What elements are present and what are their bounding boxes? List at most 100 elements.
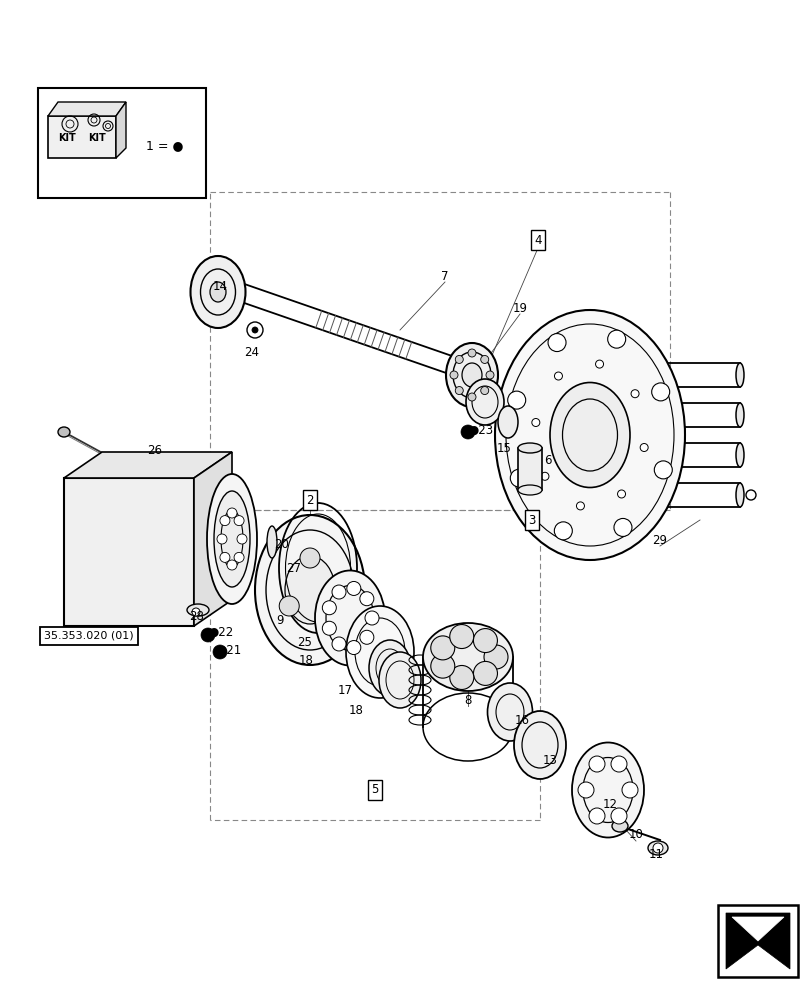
Circle shape	[486, 371, 493, 379]
Text: 20: 20	[274, 538, 289, 552]
Ellipse shape	[461, 363, 482, 387]
Circle shape	[480, 355, 488, 363]
Circle shape	[467, 393, 475, 401]
Circle shape	[220, 552, 230, 562]
Circle shape	[234, 516, 244, 526]
Circle shape	[359, 592, 373, 606]
Text: 9: 9	[276, 613, 283, 626]
Polygon shape	[731, 917, 783, 941]
Circle shape	[365, 611, 379, 625]
Circle shape	[359, 630, 373, 644]
Circle shape	[332, 637, 345, 651]
Ellipse shape	[495, 310, 684, 560]
Circle shape	[322, 601, 336, 615]
Circle shape	[191, 608, 200, 616]
Circle shape	[455, 355, 463, 363]
Circle shape	[607, 330, 625, 348]
Circle shape	[237, 534, 247, 544]
Ellipse shape	[497, 406, 517, 438]
Text: 29: 29	[652, 534, 667, 546]
Circle shape	[431, 636, 454, 660]
Circle shape	[227, 508, 237, 518]
Circle shape	[576, 502, 584, 510]
Circle shape	[610, 808, 626, 824]
Text: 18: 18	[298, 654, 313, 666]
Circle shape	[630, 390, 638, 398]
Circle shape	[227, 560, 237, 570]
Ellipse shape	[267, 526, 277, 558]
Ellipse shape	[487, 683, 532, 741]
Circle shape	[220, 516, 230, 526]
Ellipse shape	[735, 363, 743, 387]
Circle shape	[449, 625, 473, 649]
Text: 27: 27	[286, 562, 301, 574]
Circle shape	[461, 425, 474, 439]
Text: 10: 10	[628, 828, 642, 841]
Text: 26: 26	[148, 444, 162, 456]
Text: 24: 24	[244, 346, 260, 359]
Circle shape	[201, 628, 215, 642]
Circle shape	[540, 472, 548, 480]
Text: KIT: KIT	[88, 133, 105, 143]
Circle shape	[613, 518, 631, 536]
Circle shape	[554, 522, 572, 540]
Bar	[717, 905, 797, 977]
Circle shape	[594, 360, 603, 368]
Circle shape	[621, 782, 637, 798]
Ellipse shape	[58, 427, 70, 437]
Polygon shape	[725, 913, 789, 969]
Text: ●21: ●21	[216, 644, 241, 656]
Circle shape	[455, 387, 463, 395]
Ellipse shape	[255, 515, 365, 665]
Circle shape	[588, 756, 604, 772]
Text: 15: 15	[496, 442, 511, 454]
Bar	[517, 448, 541, 490]
Circle shape	[449, 665, 473, 689]
Circle shape	[332, 585, 345, 599]
Circle shape	[322, 621, 336, 635]
Text: 13: 13	[542, 754, 556, 766]
Circle shape	[617, 490, 624, 498]
Circle shape	[507, 391, 525, 409]
Ellipse shape	[517, 443, 541, 453]
Ellipse shape	[445, 343, 497, 407]
Ellipse shape	[513, 711, 565, 779]
Circle shape	[320, 596, 341, 616]
Ellipse shape	[735, 483, 743, 507]
Circle shape	[654, 461, 672, 479]
Polygon shape	[116, 102, 126, 158]
Ellipse shape	[187, 604, 208, 616]
Text: 11: 11	[648, 848, 663, 861]
Text: 7: 7	[440, 269, 448, 282]
Ellipse shape	[379, 652, 420, 708]
Circle shape	[346, 581, 360, 595]
Circle shape	[431, 654, 454, 678]
Bar	[48, 116, 116, 158]
Text: 2: 2	[306, 493, 313, 506]
Circle shape	[217, 534, 227, 544]
Text: ●23: ●23	[467, 424, 492, 436]
Ellipse shape	[466, 379, 504, 425]
Circle shape	[449, 371, 457, 379]
Polygon shape	[48, 102, 126, 116]
Ellipse shape	[611, 820, 627, 832]
Circle shape	[554, 372, 562, 380]
Circle shape	[577, 782, 594, 798]
Ellipse shape	[735, 443, 743, 467]
Text: KIT: KIT	[58, 133, 75, 143]
Ellipse shape	[207, 474, 257, 604]
Circle shape	[652, 843, 663, 853]
Ellipse shape	[549, 382, 629, 488]
Ellipse shape	[345, 606, 414, 698]
Text: 12: 12	[602, 798, 616, 811]
Circle shape	[588, 808, 604, 824]
Text: 5: 5	[371, 783, 378, 796]
Ellipse shape	[210, 282, 225, 302]
Text: 3: 3	[528, 514, 535, 526]
Circle shape	[299, 548, 320, 568]
Ellipse shape	[368, 640, 410, 696]
Circle shape	[251, 327, 258, 333]
Circle shape	[509, 469, 528, 487]
Circle shape	[212, 645, 227, 659]
Ellipse shape	[735, 403, 743, 427]
